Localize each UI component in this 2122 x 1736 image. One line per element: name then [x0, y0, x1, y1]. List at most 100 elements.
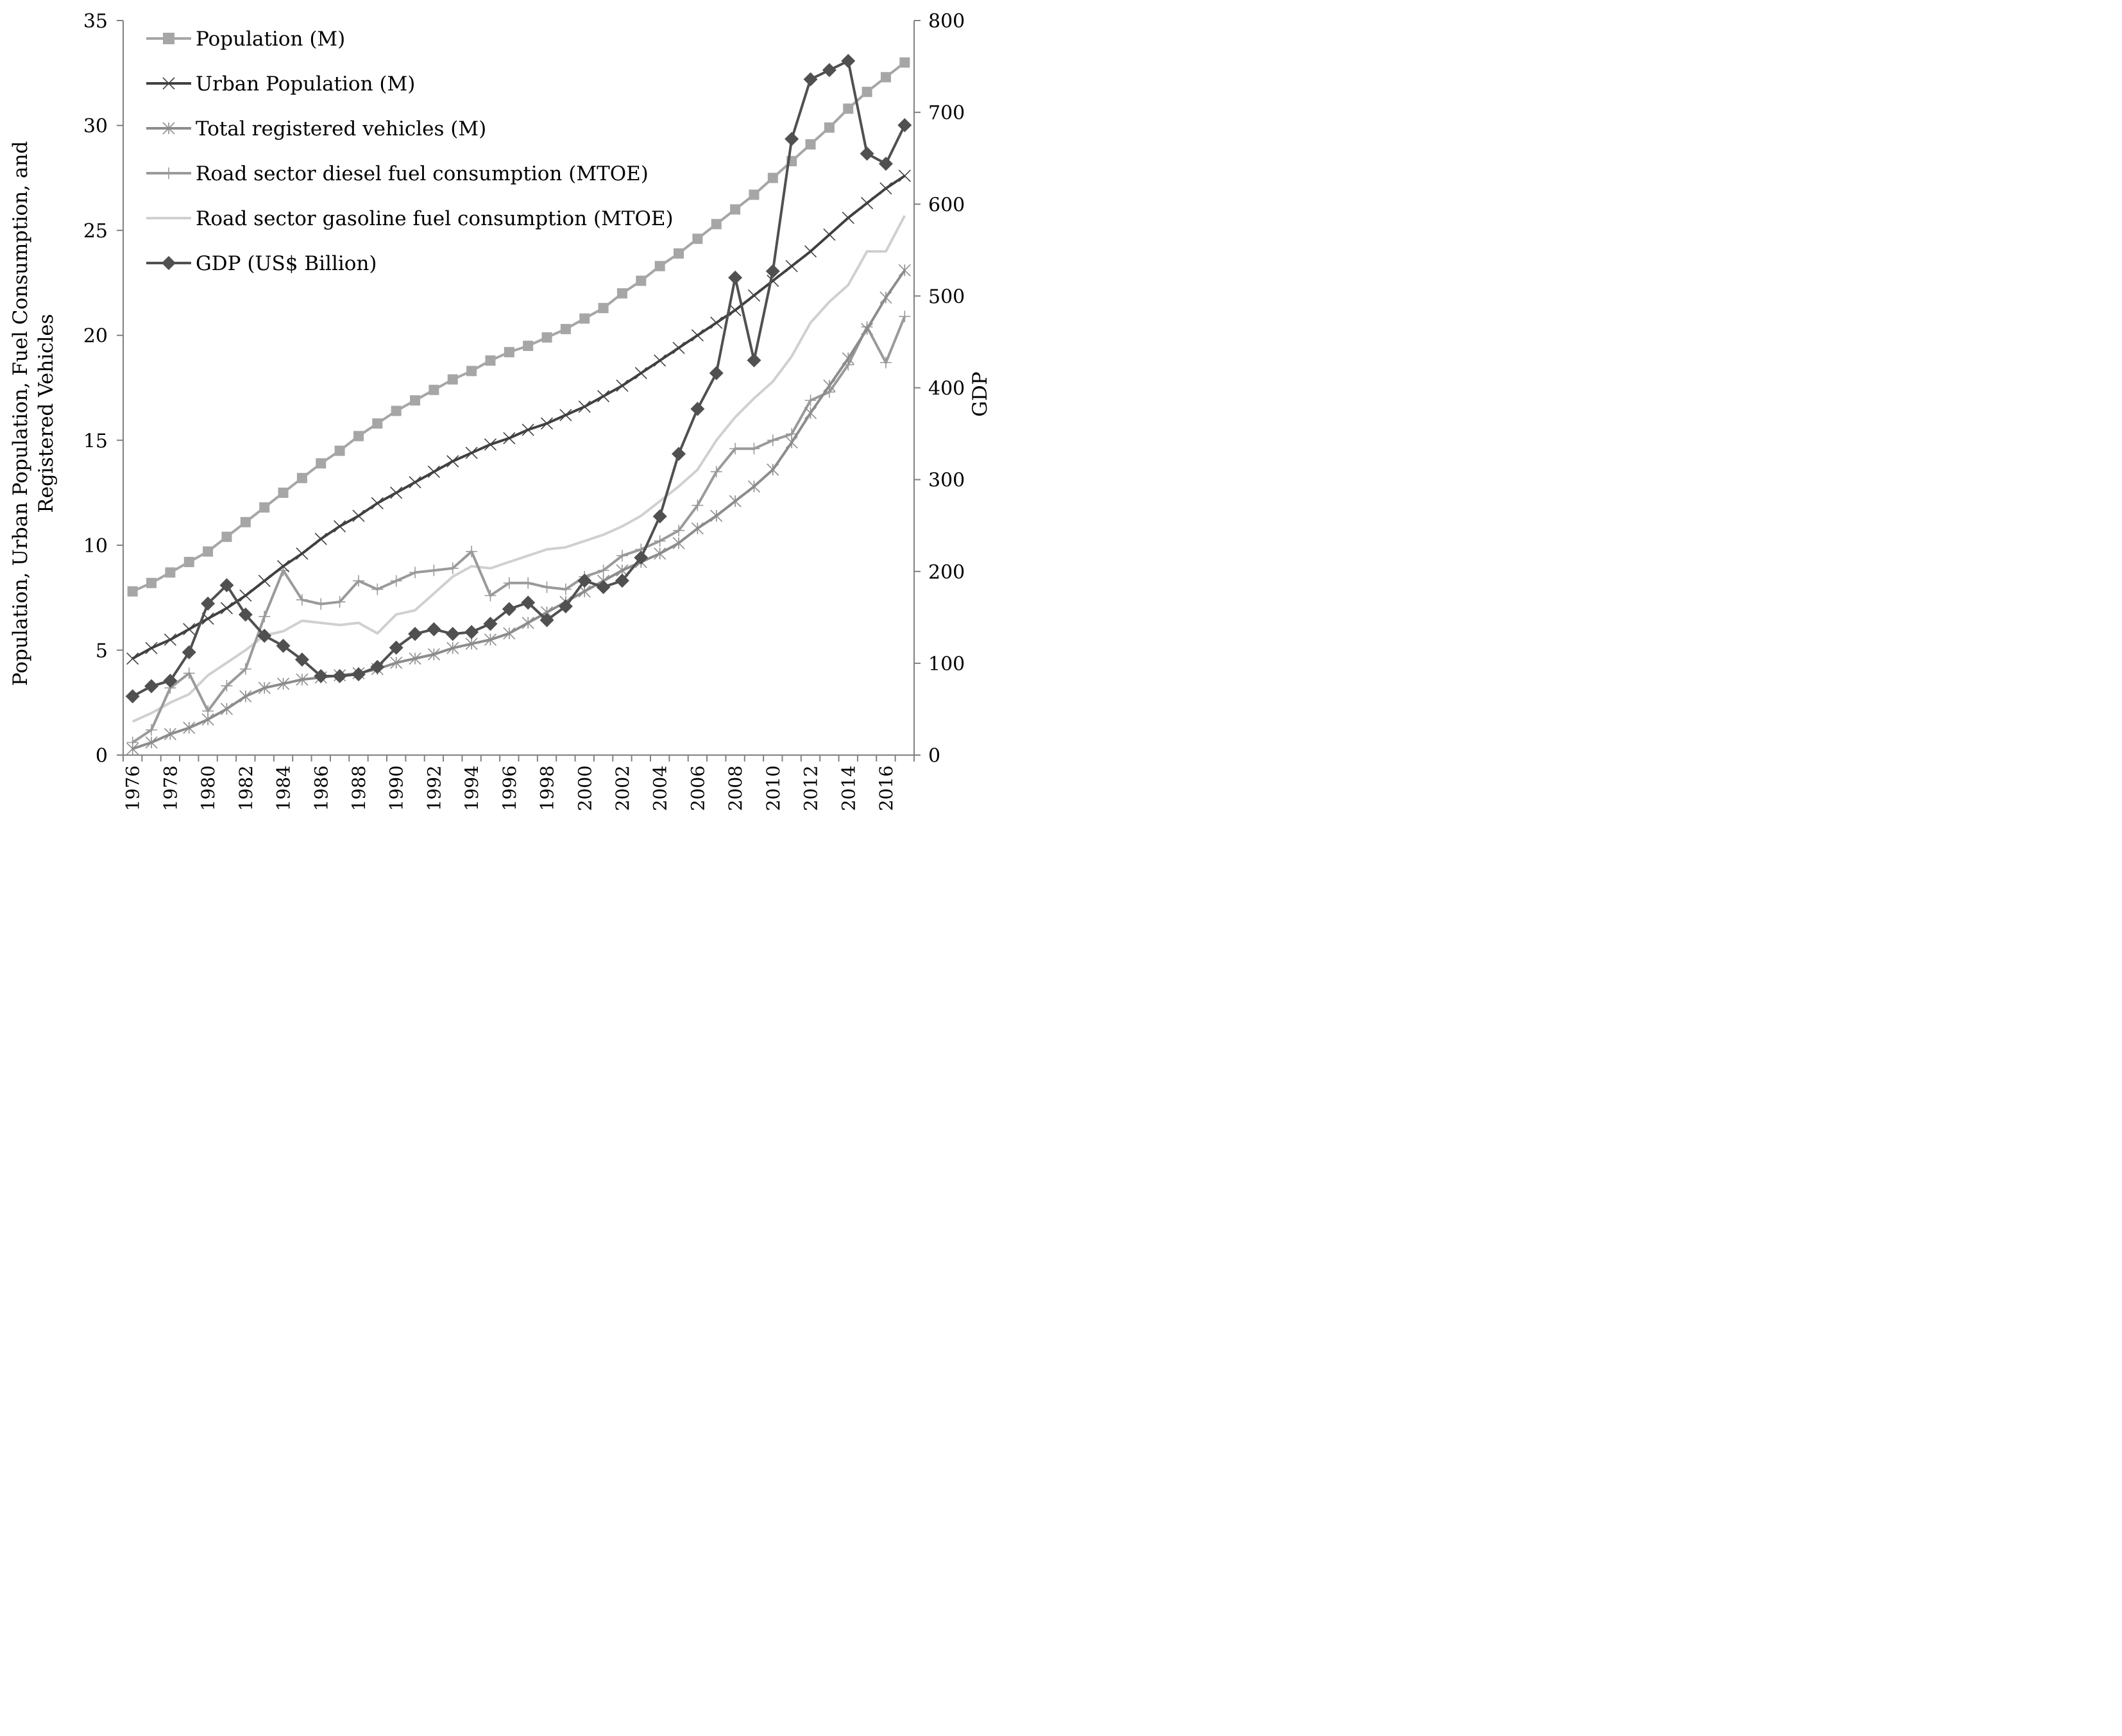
x-tick-label: 2008 — [725, 765, 746, 811]
x-tick-label: 1994 — [461, 765, 482, 811]
series-1-point-stroke — [879, 182, 892, 195]
series-3-point — [390, 575, 402, 587]
series-5-point — [483, 617, 498, 631]
series-5-point-shape — [370, 660, 385, 674]
series-0-point-shape — [429, 384, 439, 395]
series-0-point-shape — [466, 366, 477, 377]
legend-label: Population (M) — [196, 28, 345, 51]
series-1-point-stroke — [654, 354, 666, 367]
series-2-point — [296, 673, 309, 686]
series-1-point — [314, 532, 327, 545]
series-2-point — [409, 652, 421, 665]
legend-label: Urban Population (M) — [196, 72, 415, 96]
series-1-point-stroke — [898, 169, 911, 182]
series-1-point-stroke — [201, 612, 214, 625]
series-5-point — [785, 132, 799, 146]
series-3-point — [259, 611, 271, 623]
series-0-point-shape — [674, 248, 684, 259]
series-0-point-shape — [447, 374, 458, 385]
series-1-point — [352, 509, 365, 522]
series-2-point — [220, 702, 233, 715]
series-5-point — [257, 628, 272, 643]
series-5-point-shape — [464, 625, 479, 640]
series-0-point — [674, 248, 684, 259]
series-1-point-stroke — [371, 497, 384, 509]
series-5-point — [747, 353, 761, 368]
series-5-point-shape — [615, 574, 629, 588]
series-5-point-shape — [539, 613, 554, 627]
series-3-point — [748, 443, 760, 455]
series-3-point — [522, 577, 534, 589]
series-5-point-shape — [427, 622, 441, 636]
series-0-point — [692, 234, 703, 244]
series-0-point-shape — [316, 458, 327, 469]
series-0-point-shape — [165, 567, 176, 578]
series-2-point — [898, 264, 911, 277]
series-0-point — [579, 313, 590, 324]
series-5-point — [201, 596, 216, 611]
series-3-point — [146, 724, 158, 736]
legend-label: Road sector diesel fuel consumption (MTO… — [196, 162, 649, 185]
series-3-point — [616, 550, 628, 562]
y2-tick-label: 100 — [928, 653, 965, 676]
series-0-point — [410, 395, 421, 406]
x-tick-label: 2010 — [763, 765, 784, 811]
legend-swatch-marker — [162, 122, 175, 135]
series-1-point-stroke — [522, 423, 534, 436]
series-3-point — [371, 583, 384, 595]
series-5-point — [370, 660, 385, 674]
series-5-point — [464, 625, 479, 640]
series-3 — [126, 311, 911, 749]
series-1-point — [691, 329, 704, 342]
series-2-point — [164, 728, 176, 740]
series-0-point-shape — [523, 341, 534, 352]
series-1-point — [484, 438, 497, 451]
series-2-point — [522, 617, 534, 629]
series-0-point — [240, 516, 251, 527]
series-5-point — [841, 53, 856, 68]
series-3-point — [559, 583, 572, 595]
series-3-point — [692, 499, 704, 511]
x-tick-label: 2002 — [612, 765, 633, 811]
series-5-point-shape — [332, 668, 347, 683]
series-1-point — [879, 182, 892, 195]
series-0-point-shape — [749, 189, 760, 200]
x-tick-label: 2014 — [838, 765, 859, 811]
y2-tick-label: 800 — [928, 10, 965, 33]
series-1-point-stroke — [183, 623, 196, 636]
series-2-point — [183, 721, 196, 735]
series-5-point — [144, 679, 159, 694]
series-1-point-stroke — [691, 329, 704, 342]
series-5-point-shape — [596, 580, 611, 595]
x-tick-label: 1992 — [423, 765, 445, 811]
series-1-point-stroke — [634, 367, 647, 380]
series-2-point — [767, 463, 779, 476]
y-tick-label: 5 — [96, 640, 108, 662]
series-1-point-stroke — [314, 532, 327, 545]
series-0-point-shape — [880, 72, 891, 83]
series-1-point — [672, 341, 685, 354]
series-3-point — [409, 566, 421, 579]
series-5-point-shape — [314, 668, 328, 683]
series-1-point — [220, 602, 233, 615]
series-1-point-stroke — [540, 417, 554, 430]
series-0-point-shape — [504, 346, 514, 357]
series-0-point — [636, 275, 647, 286]
legend-swatch-marker — [163, 167, 174, 179]
series-2-point — [239, 690, 252, 702]
series-1-point — [258, 574, 271, 588]
series-0-point — [560, 323, 571, 334]
x-tick-label: 2006 — [687, 765, 708, 811]
series-4-line — [132, 215, 906, 723]
series-0-point — [466, 366, 477, 377]
series-0-point-shape — [259, 502, 270, 513]
series-0-point-shape — [372, 418, 383, 429]
series-1-point — [634, 367, 647, 380]
legend-label: Total registered vehicles (M) — [196, 117, 486, 140]
series-1-point — [842, 211, 854, 225]
series-2-point — [879, 291, 892, 304]
series-0-point — [485, 355, 496, 366]
series-2-point — [201, 713, 214, 726]
series-3-point — [710, 466, 722, 478]
series-5-point-shape — [182, 645, 196, 660]
